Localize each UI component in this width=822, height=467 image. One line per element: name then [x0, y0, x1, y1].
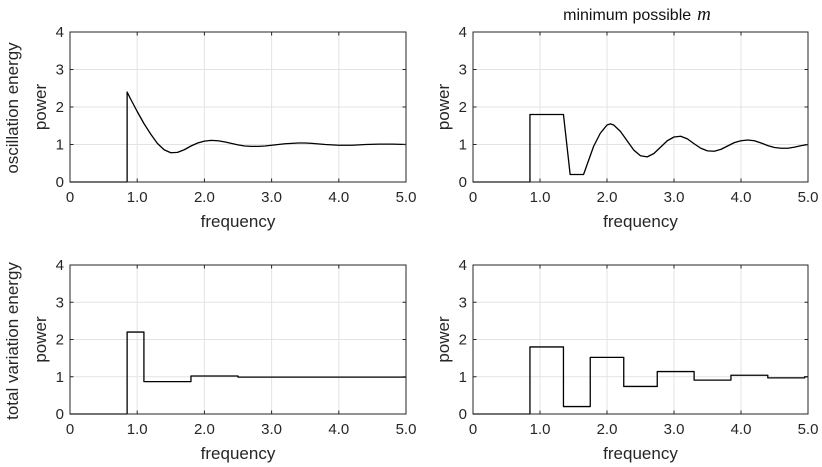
- y-tick-label: 1: [56, 137, 64, 154]
- x-tick-label: 2.0: [597, 421, 618, 438]
- y-tick-label: 1: [56, 369, 64, 386]
- y-tick-label: 0: [56, 406, 64, 423]
- column-title-variable: m: [697, 4, 711, 25]
- y-tick-label: 0: [459, 406, 467, 423]
- x-axis-label: frequency: [603, 444, 678, 463]
- series-line: [473, 346, 808, 415]
- y-tick-label: 2: [459, 99, 467, 116]
- x-tick-label: 3.0: [261, 189, 282, 206]
- x-axis-label: frequency: [603, 212, 678, 231]
- y-tick-label: 4: [56, 257, 64, 274]
- y-tick-label: 3: [56, 294, 64, 311]
- x-tick-label: 2.0: [194, 421, 215, 438]
- x-tick-label: 4.0: [731, 189, 752, 206]
- x-tick-label: 4.0: [328, 189, 349, 206]
- y-tick-label: 3: [459, 62, 467, 79]
- x-tick-label: 1.0: [127, 189, 148, 206]
- y-tick-label: 4: [459, 257, 467, 274]
- y-tick-label: 1: [459, 369, 467, 386]
- x-tick-label: 2.0: [597, 189, 618, 206]
- x-tick-label: 4.0: [731, 421, 752, 438]
- series-line: [473, 113, 809, 183]
- x-axis-label: frequency: [201, 444, 276, 463]
- x-tick-label: 0: [66, 421, 74, 438]
- x-tick-label: 5.0: [798, 189, 819, 206]
- row-label-oscillation: oscillation energy: [3, 42, 22, 174]
- column-title-prefix: minimum possible: [563, 7, 691, 24]
- y-axis-label: power: [31, 316, 50, 363]
- x-axis-label: frequency: [201, 212, 276, 231]
- x-tick-label: 4.0: [328, 421, 349, 438]
- y-axis-label: power: [434, 84, 453, 131]
- x-tick-label: 2.0: [194, 189, 215, 206]
- panel-2: 0 1.0 2.0 3.0 4.0 5.0 0 1 2 3 4 frequency power: [434, 24, 818, 231]
- y-axis-label: power: [31, 84, 50, 131]
- y-tick-label: 1: [459, 137, 467, 154]
- row-label-total-variation: total variation energy: [3, 262, 22, 420]
- y-axis-label: power: [434, 316, 453, 363]
- panel-3: 0 1.0 2.0 3.0 4.0 5.0 0 1 2 3 4 frequency power: [31, 257, 416, 463]
- panel-1: 0 1.0 2.0 3.0 4.0 5.0 0 1 2 3 4 frequency power: [31, 24, 416, 231]
- y-tick-label: 4: [459, 24, 467, 41]
- x-tick-label: 1.0: [530, 421, 551, 438]
- series-line: [70, 91, 407, 183]
- x-tick-label: 3.0: [664, 421, 685, 438]
- x-tick-label: 1.0: [127, 421, 148, 438]
- y-tick-label: 3: [56, 62, 64, 79]
- x-tick-label: 0: [66, 189, 74, 206]
- x-tick-label: 0: [469, 421, 477, 438]
- y-tick-label: 3: [459, 294, 467, 311]
- y-tick-label: 4: [56, 24, 64, 41]
- x-tick-label: 5.0: [798, 421, 819, 438]
- x-tick-label: 5.0: [396, 421, 417, 438]
- y-tick-label: 2: [56, 99, 64, 116]
- x-tick-label: 3.0: [664, 189, 685, 206]
- y-tick-label: 2: [56, 332, 64, 349]
- x-tick-label: 0: [469, 189, 477, 206]
- x-tick-label: 5.0: [396, 189, 417, 206]
- column-title: minimum possible m: [563, 4, 711, 25]
- x-tick-label: 3.0: [261, 421, 282, 438]
- panel-4: 0 1.0 2.0 3.0 4.0 5.0 0 1 2 3 4 frequency power: [434, 257, 818, 463]
- y-tick-label: 0: [56, 174, 64, 191]
- x-tick-label: 1.0: [530, 189, 551, 206]
- series-line: [70, 331, 406, 415]
- y-tick-label: 0: [459, 174, 467, 191]
- y-tick-label: 2: [459, 332, 467, 349]
